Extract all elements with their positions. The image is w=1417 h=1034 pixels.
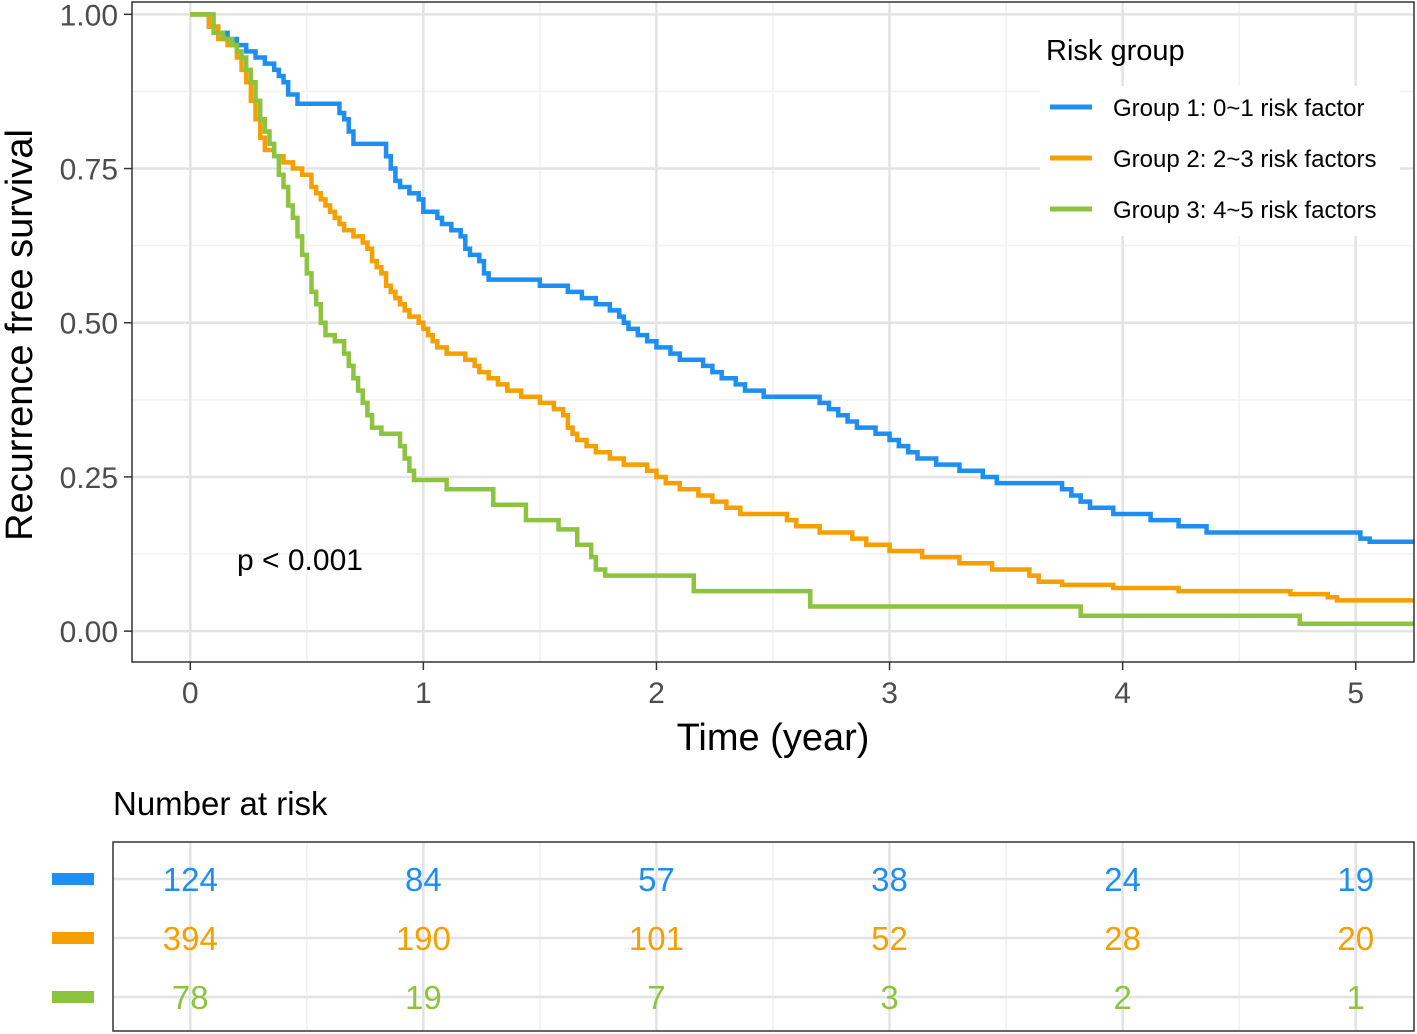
x-tick-label: 0 xyxy=(182,677,199,710)
survival-curve-group-1 xyxy=(190,12,1414,544)
y-tick-label: 1.00 xyxy=(60,0,118,32)
risk-count-cell: 28 xyxy=(1104,920,1141,957)
x-tick-label: 2 xyxy=(648,677,665,710)
risk-count-cell: 20 xyxy=(1337,920,1374,957)
x-tick-label: 3 xyxy=(881,677,898,710)
risk-table-panel xyxy=(112,841,1415,1032)
risk-table: 124 84 57 38 24 19 394 190 101 52 28 20 78 19 7 3 2 1 xyxy=(52,861,1374,1016)
y-tick-label: 0.25 xyxy=(60,462,118,495)
risk-count-cell: 57 xyxy=(638,861,675,898)
risk-count-cell: 38 xyxy=(871,861,908,898)
legend-label-group-2: Group 2: 2~3 risk factors xyxy=(1113,146,1376,173)
risk-count-cell: 190 xyxy=(396,920,451,957)
y-tick-label: 0.75 xyxy=(60,154,118,187)
y-axis-title: Recurrence free survival xyxy=(0,129,41,541)
legend-label-group-3: Group 3: 4~5 risk factors xyxy=(1113,197,1376,224)
axes: 0 1 2 3 4 5 0.00 0.25 0.50 0.75 1.00 xyxy=(60,0,1364,710)
risk-count-cell: 394 xyxy=(163,920,218,957)
risk-count-cell: 3 xyxy=(880,979,898,1016)
risk-count-cell: 101 xyxy=(629,920,684,957)
legend-label-group-1: Group 1: 0~1 risk factor xyxy=(1113,95,1364,122)
risk-count-cell: 52 xyxy=(871,920,908,957)
legend: Risk group Group 1: 0~1 risk factor Group… xyxy=(1040,35,1400,236)
risk-row-key-group-3 xyxy=(52,991,94,1003)
risk-count-cell: 78 xyxy=(172,979,209,1016)
risk-count-cell: 1 xyxy=(1347,979,1365,1016)
main-plot-panel xyxy=(131,1,1415,663)
risk-row-key-group-2 xyxy=(52,932,94,944)
main-plot-gridlines xyxy=(132,2,1414,662)
x-tick-label: 5 xyxy=(1347,677,1364,710)
legend-title: Risk group xyxy=(1046,35,1185,67)
x-tick-label: 1 xyxy=(415,677,432,710)
risk-count-cell: 84 xyxy=(405,861,442,898)
x-tick-label: 4 xyxy=(1114,677,1131,710)
risk-count-cell: 19 xyxy=(1337,861,1374,898)
survival-curve-group-3 xyxy=(190,12,1414,627)
risk-row-key-group-1 xyxy=(52,873,94,885)
risk-count-cell: 2 xyxy=(1113,979,1131,1016)
p-value-annotation: p < 0.001 xyxy=(237,544,363,577)
y-tick-label: 0.00 xyxy=(60,616,118,649)
risk-count-cell: 19 xyxy=(405,979,442,1016)
legend-background xyxy=(1040,86,1400,236)
risk-table-gridlines xyxy=(113,842,1414,1031)
risk-count-cell: 124 xyxy=(163,861,218,898)
survival-curve-group-2 xyxy=(190,12,1414,603)
risk-count-cell: 24 xyxy=(1104,861,1141,898)
survival-curves xyxy=(190,12,1414,627)
risk-count-cell: 7 xyxy=(647,979,665,1016)
y-tick-label: 0.50 xyxy=(60,308,118,341)
x-axis-title: Time (year) xyxy=(677,717,870,759)
risk-table-title: Number at risk xyxy=(113,785,328,822)
